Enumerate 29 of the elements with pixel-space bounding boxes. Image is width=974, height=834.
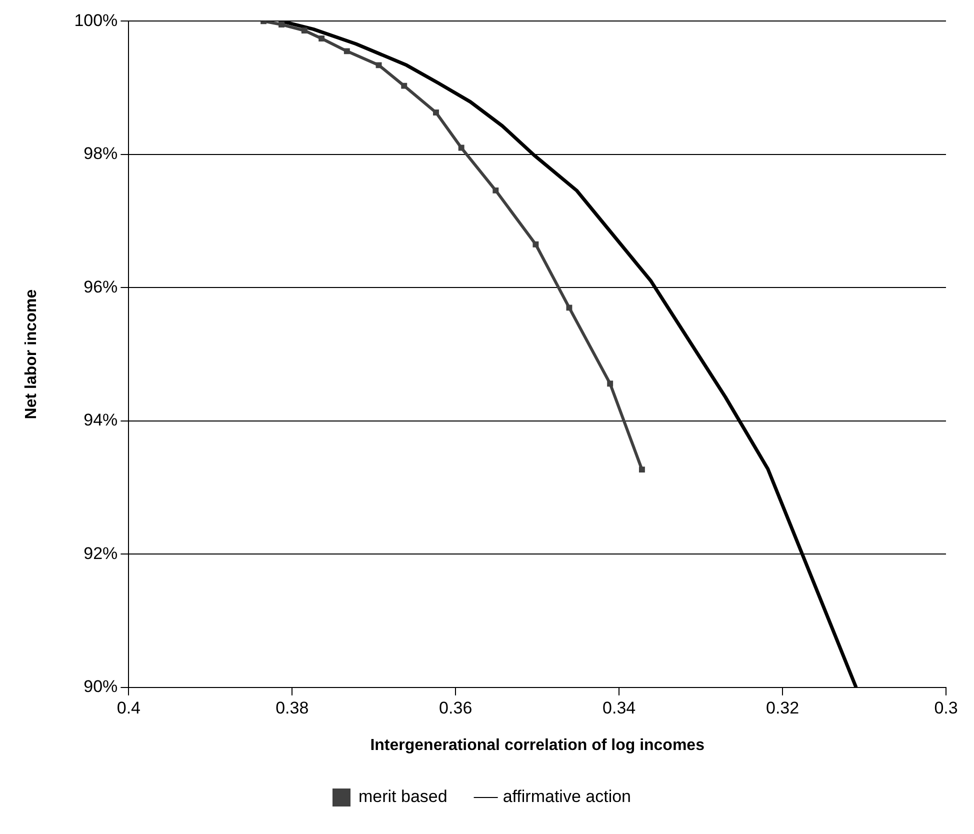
y-axis-title: Net labor income — [23, 289, 40, 420]
y-tick-label: 100% — [74, 10, 118, 30]
legend-label: merit based — [358, 787, 448, 806]
point — [278, 22, 284, 28]
y-tick-label: 94% — [84, 410, 118, 430]
x-tick-label: 0.3 — [934, 698, 958, 718]
y-tick-label: 96% — [84, 277, 118, 296]
x-tick-label: 0.4 — [116, 698, 140, 718]
point — [433, 109, 439, 116]
point — [376, 62, 382, 68]
x-tick-label: 0.32 — [766, 698, 800, 718]
point — [318, 36, 325, 42]
x-tick-label: 0.34 — [602, 698, 636, 718]
x-axis-title: Intergenerational correlation of log incomes — [370, 736, 705, 754]
point — [532, 241, 539, 248]
point — [492, 187, 499, 194]
point — [566, 304, 572, 311]
point — [607, 380, 614, 387]
y-tick-label: 98% — [84, 144, 118, 164]
point — [344, 48, 350, 54]
point — [638, 466, 645, 473]
point — [458, 144, 464, 151]
y-tick-label: 90% — [84, 677, 118, 696]
point — [401, 82, 408, 89]
y-tick-label: 92% — [84, 544, 118, 563]
x-tick-label: 0.36 — [439, 698, 472, 718]
point — [301, 28, 308, 34]
x-tick-label: 0.38 — [276, 698, 309, 718]
legend-label: affirmative action — [502, 787, 632, 806]
